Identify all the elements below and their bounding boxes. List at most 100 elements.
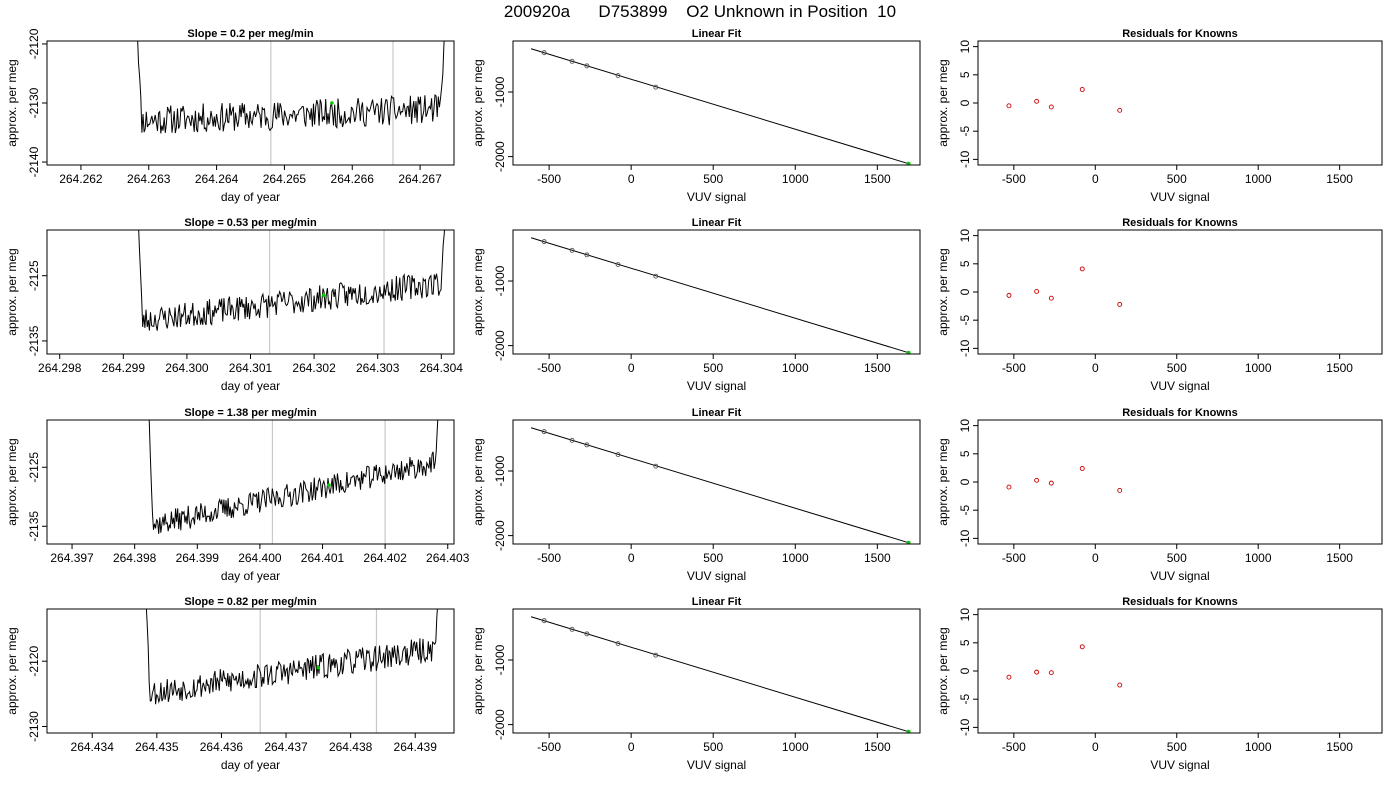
x-tick-label: 264.303: [356, 361, 400, 375]
x-axis-label: day of year: [221, 569, 280, 583]
panel-title: Slope = 1.38 per meg/min: [184, 407, 317, 419]
y-tick-label: 10: [958, 229, 972, 243]
residual-point: [1117, 488, 1123, 493]
panel-10: Linear Fit -500 0 500 1000 1500 -2000 -1000 VUV …: [471, 596, 921, 772]
panel-7: Linear Fit -500 0 500 1000 1500 -2000 -1000 VUV …: [471, 407, 921, 583]
x-tick-label: 264.435: [135, 740, 179, 754]
plot-frame: [977, 40, 1383, 166]
x-tick-label: 1000: [1245, 551, 1272, 565]
residual-point: [1079, 266, 1085, 272]
panel-title: Residuals for Knowns: [1122, 217, 1238, 229]
x-tick-label: 1500: [864, 172, 891, 186]
y-tick-label: 0: [958, 667, 972, 674]
y-tick-label: -2120: [27, 646, 41, 677]
x-tick-label: -500: [537, 740, 561, 754]
y-axis-label: approx. per meg: [936, 59, 950, 146]
panel-title: Linear Fit: [692, 596, 742, 608]
plot-area: [148, 420, 439, 544]
residual-point: [1117, 682, 1123, 688]
plot-area: [145, 609, 438, 733]
x-tick-label: 1500: [864, 740, 891, 754]
known-point: [569, 247, 575, 253]
y-tick-label: 0: [958, 99, 972, 106]
known-point: [615, 73, 621, 79]
panel-title: Slope = 0.53 per meg/min: [184, 217, 317, 229]
plot-frame: [512, 419, 921, 545]
x-axis-label: day of year: [221, 379, 280, 393]
known-point: [615, 641, 621, 647]
y-tick-label: -5: [958, 505, 972, 516]
y-axis-label: approx. per meg: [471, 59, 485, 146]
x-axis-label: VUV signal: [1150, 190, 1209, 204]
x-tick-label: 264.265: [263, 172, 307, 186]
figure-title: 200920a D753899 O2 Unknown in Position 1…: [503, 2, 897, 21]
y-tick-label: -2130: [27, 87, 41, 118]
x-tick-label: 1500: [1326, 172, 1353, 186]
x-tick-label: -500: [537, 551, 561, 565]
x-tick-label: 264.298: [38, 361, 82, 375]
x-tick-label: 0: [628, 172, 635, 186]
panel-1: Linear Fit -500 0 500 1000 1500 -2000 -1000 VUV …: [471, 28, 921, 204]
unknown-marker: [330, 101, 334, 105]
x-tick-label: 264.439: [394, 740, 438, 754]
y-axis-label: approx. per meg: [471, 627, 485, 714]
residual-point: [1006, 292, 1012, 298]
x-tick-label: 264.262: [59, 172, 103, 186]
x-axis-label: VUV signal: [687, 758, 746, 772]
y-tick-label: 5: [958, 71, 972, 78]
plot-frame: [46, 419, 455, 545]
plot-area: [530, 237, 911, 354]
y-tick-label: -1000: [493, 265, 507, 296]
x-tick-label: 0: [628, 740, 635, 754]
plot-frame: [46, 608, 455, 734]
x-tick-label: 264.263: [127, 172, 171, 186]
x-axis-label: VUV signal: [687, 190, 746, 204]
x-axis-label: VUV signal: [687, 379, 746, 393]
plot-area: [137, 41, 445, 165]
plot-area: [530, 616, 911, 733]
x-tick-label: 1000: [1245, 172, 1272, 186]
unknown-point: [906, 350, 911, 354]
y-tick-label: 5: [958, 639, 972, 646]
residual-point: [1034, 288, 1040, 294]
plot-frame: [977, 419, 1383, 545]
x-tick-label: 1000: [1245, 361, 1272, 375]
residual-point: [1034, 477, 1040, 483]
y-tick-label: 5: [958, 450, 972, 457]
y-tick-label: 5: [958, 260, 972, 267]
x-tick-label: 1500: [1326, 740, 1353, 754]
y-tick-label: -1000: [493, 76, 507, 107]
y-axis-label: approx. per meg: [5, 248, 19, 335]
fit-line: [530, 237, 909, 354]
y-tick-label: -5: [958, 315, 972, 326]
x-tick-label: 0: [1092, 172, 1099, 186]
known-point: [653, 463, 659, 469]
panel-5: Residuals for Knowns -500 0 500 1000 1500 -10 -…: [936, 217, 1383, 393]
known-point: [615, 452, 621, 458]
x-tick-label: 264.402: [363, 551, 407, 565]
residual-point: [1048, 295, 1054, 301]
x-tick-label: 264.397: [50, 551, 94, 565]
y-tick-label: -10: [958, 718, 972, 736]
x-tick-label: 0: [628, 551, 635, 565]
data-trace: [145, 609, 438, 705]
plot-area: [1006, 87, 1123, 113]
panel-title: Residuals for Knowns: [1122, 28, 1238, 40]
residual-point: [1034, 98, 1040, 104]
x-tick-label: 0: [1092, 551, 1099, 565]
fit-line: [530, 48, 909, 165]
y-axis-label: approx. per meg: [471, 248, 485, 335]
y-tick-label: -5: [958, 126, 972, 137]
y-tick-label: -2135: [27, 325, 41, 356]
y-tick-label: 10: [958, 419, 972, 433]
panel-2: Residuals for Knowns -500 0 500 1000 1500 -10 -…: [936, 28, 1383, 204]
panel-title: Linear Fit: [692, 217, 742, 229]
x-axis-label: day of year: [221, 758, 280, 772]
residual-point: [1006, 484, 1012, 490]
y-tick-label: -2140: [27, 146, 41, 177]
x-tick-label: 264.300: [165, 361, 209, 375]
y-axis-label: approx. per meg: [936, 438, 950, 525]
panel-title: Residuals for Knowns: [1122, 407, 1238, 419]
y-axis-label: approx. per meg: [5, 59, 19, 146]
x-tick-label: 1000: [1245, 740, 1272, 754]
